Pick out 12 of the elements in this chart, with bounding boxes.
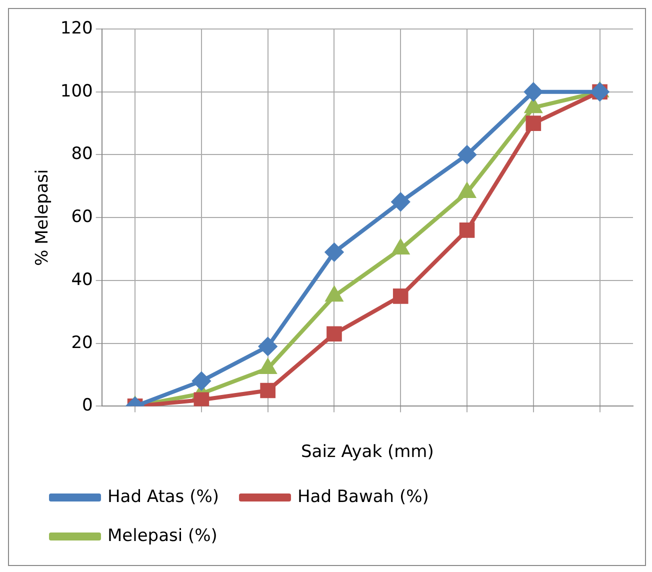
y-tick-label: 40 (71, 270, 93, 290)
y-tick-label: 60 (71, 207, 93, 228)
y-tick-label: 120 (60, 18, 93, 38)
y-tick-label: 20 (71, 332, 93, 353)
x-axis-title: Saiz Ayak (mm) (300, 442, 434, 462)
legend-label: Had Atas (%) (108, 486, 219, 507)
legend-label: Melepasi (%) (108, 526, 218, 546)
y-tick-label: 0 (82, 396, 93, 416)
legend-label: Had Bawah (%) (297, 486, 429, 507)
y-tick-label: 80 (71, 144, 93, 164)
y-axis-title: % Melepasi (32, 169, 53, 266)
y-tick-label: 100 (60, 81, 93, 102)
